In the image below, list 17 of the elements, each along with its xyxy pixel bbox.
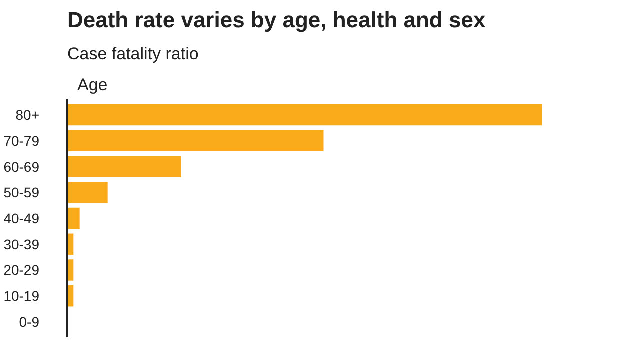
y-tick-label: 60-69 <box>4 158 40 175</box>
y-tick-label: 0-9 <box>19 314 40 330</box>
chart-subtitle: Case fatality ratio <box>68 44 199 64</box>
bar <box>68 182 108 204</box>
y-tick-label: 70-79 <box>4 132 40 149</box>
y-axis-title: Age <box>78 76 108 94</box>
y-tick-label: 30-39 <box>4 236 40 252</box>
bar <box>68 208 80 230</box>
y-tick-label: 10-19 <box>4 288 40 304</box>
y-tick-label: 80+ <box>16 107 40 124</box>
bar <box>68 104 542 126</box>
y-tick-label: 20-29 <box>4 262 40 278</box>
bar <box>68 156 182 178</box>
chart-title: Death rate varies by age, health and sex <box>68 8 486 32</box>
y-tick-label: 50-59 <box>4 184 40 201</box>
bar <box>68 130 324 152</box>
y-tick-label: 40-49 <box>4 210 40 226</box>
